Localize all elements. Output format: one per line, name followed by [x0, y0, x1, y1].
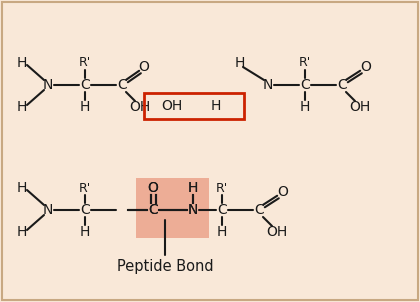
- Text: R': R': [299, 56, 311, 69]
- Text: O: O: [147, 181, 158, 195]
- Text: H: H: [188, 181, 198, 195]
- Text: O: O: [139, 60, 150, 74]
- Text: C: C: [117, 78, 127, 92]
- Text: N: N: [263, 78, 273, 92]
- Text: OH: OH: [266, 225, 288, 239]
- Text: N: N: [188, 203, 198, 217]
- Text: H: H: [211, 99, 221, 113]
- Text: H: H: [80, 225, 90, 239]
- Text: H: H: [188, 181, 198, 195]
- Text: C: C: [80, 78, 90, 92]
- Text: C: C: [254, 203, 264, 217]
- Text: H: H: [17, 56, 27, 70]
- Text: OH: OH: [161, 99, 183, 113]
- Text: H: H: [235, 56, 245, 70]
- Text: C: C: [217, 203, 227, 217]
- Text: H: H: [300, 100, 310, 114]
- Text: N: N: [43, 203, 53, 217]
- Text: O: O: [147, 181, 158, 195]
- Text: H: H: [17, 225, 27, 239]
- Bar: [144, 93, 244, 119]
- Text: C: C: [148, 203, 158, 217]
- Text: OH: OH: [129, 100, 151, 114]
- Text: C: C: [300, 78, 310, 92]
- Text: N: N: [43, 78, 53, 92]
- Bar: [136, 178, 209, 238]
- Text: H: H: [217, 225, 227, 239]
- Text: C: C: [80, 203, 90, 217]
- Text: R': R': [216, 182, 228, 194]
- Text: C: C: [148, 203, 158, 217]
- Text: N: N: [188, 203, 198, 217]
- Text: Peptide Bond: Peptide Bond: [117, 259, 213, 275]
- Text: O: O: [360, 60, 371, 74]
- Text: H: H: [17, 181, 27, 195]
- Text: OH: OH: [349, 100, 370, 114]
- Text: C: C: [337, 78, 347, 92]
- Text: O: O: [278, 185, 289, 199]
- Text: R': R': [79, 56, 91, 69]
- Text: R': R': [79, 182, 91, 194]
- Text: H: H: [17, 100, 27, 114]
- Text: H: H: [80, 100, 90, 114]
